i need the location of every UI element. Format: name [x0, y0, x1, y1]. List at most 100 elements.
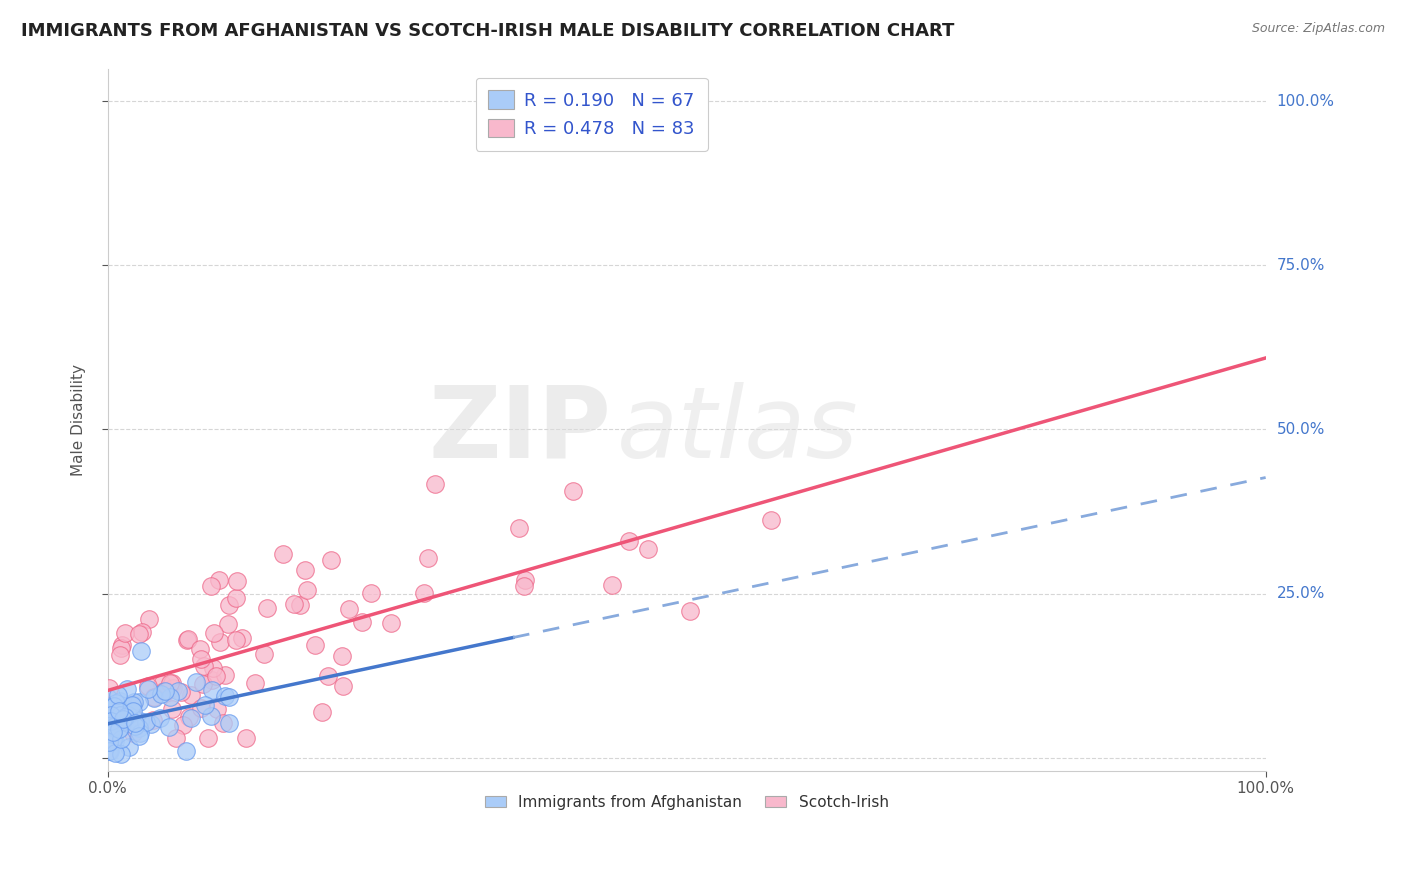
Text: ZIP: ZIP	[429, 382, 612, 479]
Point	[160, 676, 183, 690]
Point	[217, 616, 239, 631]
Point	[225, 591, 247, 605]
Point	[128, 729, 150, 743]
Point	[100, 714, 122, 729]
Point	[105, 713, 128, 727]
Point	[98, 744, 121, 758]
Point	[101, 731, 124, 745]
Point	[245, 675, 267, 690]
Point	[138, 612, 160, 626]
Text: 25.0%: 25.0%	[1277, 586, 1324, 601]
Point	[108, 704, 131, 718]
Point	[412, 586, 434, 600]
Point	[149, 711, 172, 725]
Point	[128, 627, 150, 641]
Point	[104, 734, 127, 748]
Point	[190, 651, 212, 665]
Point	[515, 573, 537, 587]
Point	[150, 687, 173, 701]
Point	[110, 694, 132, 708]
Point	[110, 747, 132, 762]
Point	[637, 541, 659, 556]
Point	[191, 677, 214, 691]
Point	[197, 731, 219, 745]
Point	[283, 597, 305, 611]
Point	[121, 706, 143, 721]
Point	[136, 679, 159, 693]
Point	[294, 563, 316, 577]
Point	[156, 684, 179, 698]
Point	[122, 704, 145, 718]
Point	[380, 616, 402, 631]
Legend: Immigrants from Afghanistan, Scotch-Irish: Immigrants from Afghanistan, Scotch-Iris…	[478, 789, 894, 815]
Point	[122, 726, 145, 740]
Point	[165, 731, 187, 745]
Point	[214, 690, 236, 704]
Point	[129, 726, 152, 740]
Point	[201, 683, 224, 698]
Point	[153, 684, 176, 698]
Point	[98, 744, 121, 758]
Point	[142, 713, 165, 727]
Point	[124, 719, 146, 733]
Point	[617, 533, 640, 548]
Point	[600, 578, 623, 592]
Point	[337, 602, 360, 616]
Point	[108, 648, 131, 663]
Point	[108, 706, 131, 721]
Point	[124, 716, 146, 731]
Point	[128, 696, 150, 710]
Point	[114, 710, 136, 724]
Point	[105, 707, 128, 722]
Point	[170, 685, 193, 699]
Point	[304, 638, 326, 652]
Point	[200, 578, 222, 592]
Point	[256, 601, 278, 615]
Text: IMMIGRANTS FROM AFGHANISTAN VS SCOTCH-IRISH MALE DISABILITY CORRELATION CHART: IMMIGRANTS FROM AFGHANISTAN VS SCOTCH-IR…	[21, 22, 955, 40]
Point	[136, 682, 159, 697]
Point	[177, 710, 200, 724]
Point	[159, 675, 181, 690]
Point	[118, 739, 141, 754]
Point	[416, 550, 439, 565]
Point	[98, 718, 121, 732]
Point	[110, 641, 132, 656]
Point	[297, 583, 319, 598]
Point	[97, 681, 120, 696]
Point	[100, 707, 122, 722]
Point	[108, 721, 131, 735]
Point	[200, 709, 222, 723]
Text: Source: ZipAtlas.com: Source: ZipAtlas.com	[1251, 22, 1385, 36]
Point	[253, 648, 276, 662]
Point	[121, 711, 143, 725]
Point	[110, 638, 132, 652]
Point	[97, 691, 120, 706]
Text: 75.0%: 75.0%	[1277, 258, 1324, 273]
Point	[180, 711, 202, 725]
Point	[139, 717, 162, 731]
Point	[110, 732, 132, 747]
Point	[679, 604, 702, 618]
Point	[129, 644, 152, 658]
Y-axis label: Male Disability: Male Disability	[72, 364, 86, 475]
Point	[180, 688, 202, 702]
Point	[177, 632, 200, 647]
Text: 50.0%: 50.0%	[1277, 422, 1324, 437]
Point	[204, 668, 226, 682]
Point	[225, 633, 247, 648]
Point	[194, 698, 217, 712]
Point	[218, 716, 240, 731]
Point	[112, 713, 135, 727]
Point	[98, 719, 121, 733]
Point	[134, 715, 156, 730]
Point	[225, 574, 247, 588]
Point	[174, 744, 197, 758]
Point	[112, 714, 135, 728]
Point	[172, 718, 194, 732]
Point	[150, 677, 173, 691]
Point	[162, 681, 184, 696]
Point	[425, 476, 447, 491]
Point	[201, 673, 224, 687]
Point	[131, 624, 153, 639]
Point	[157, 719, 180, 733]
